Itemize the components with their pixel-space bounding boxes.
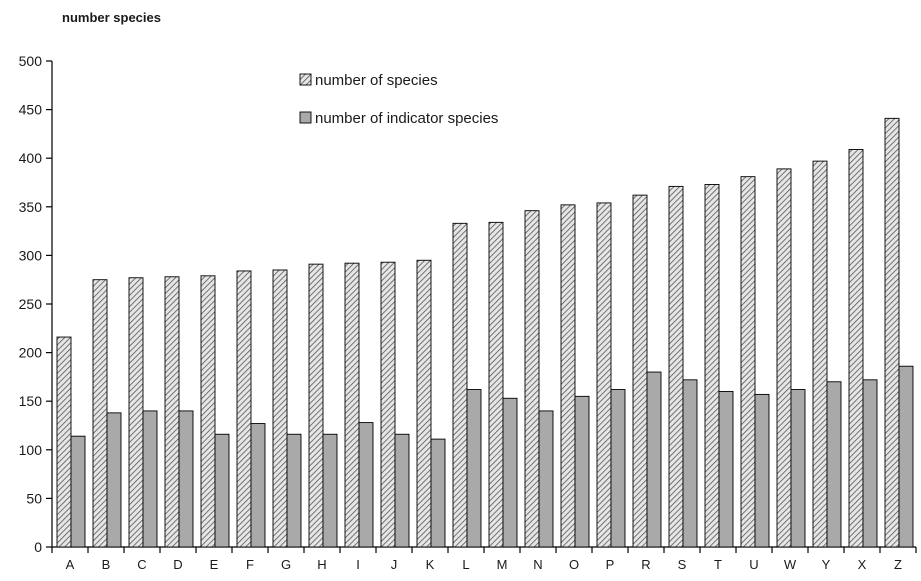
- bar-indicator-species: [502, 397, 518, 548]
- x-tick-label: I: [356, 557, 360, 572]
- bar-species: [524, 210, 540, 548]
- bar-indicator-species: [322, 433, 338, 548]
- bar-species: [632, 194, 648, 548]
- bar-indicator-species: [754, 393, 770, 548]
- bar-species: [380, 261, 396, 548]
- bar-species: [344, 262, 360, 548]
- y-tick-label: 450: [19, 102, 43, 118]
- x-tick-label: K: [426, 557, 435, 572]
- bar-indicator-species: [718, 391, 734, 548]
- x-tick-label: C: [137, 557, 146, 572]
- y-tick-label: 0: [34, 539, 42, 555]
- bar-species: [452, 222, 468, 548]
- bar-species: [200, 275, 216, 548]
- bar-species: [92, 279, 108, 548]
- bar-indicator-species: [106, 412, 122, 548]
- bar-species: [812, 160, 828, 548]
- y-tick-label: 350: [19, 199, 43, 215]
- bar-species: [560, 204, 576, 548]
- bar-species: [272, 269, 288, 548]
- x-tick-label: M: [497, 557, 508, 572]
- x-tick-label: G: [281, 557, 291, 572]
- bar-indicator-species: [466, 389, 482, 548]
- bar-species: [164, 276, 180, 548]
- bar-indicator-species: [178, 410, 194, 548]
- legend-swatch: [299, 73, 312, 86]
- y-tick-label: 250: [19, 296, 43, 312]
- bar-species: [236, 270, 252, 548]
- bar-indicator-species: [790, 389, 806, 548]
- bar-indicator-species: [214, 433, 230, 548]
- legend: number of species number of indicator spe…: [299, 72, 498, 127]
- bar-indicator-species: [250, 423, 266, 548]
- x-tick-label: F: [246, 557, 254, 572]
- y-tick-label: 150: [19, 393, 43, 409]
- x-tick-label: Z: [894, 557, 902, 572]
- bars-group: [56, 117, 914, 548]
- bar-species: [884, 117, 900, 548]
- x-tick-label: A: [66, 557, 75, 572]
- bar-species: [848, 149, 864, 548]
- y-tick-label: 200: [19, 345, 43, 361]
- x-tick-label: X: [858, 557, 867, 572]
- y-axis-title: number species: [62, 10, 161, 25]
- bar-indicator-species: [358, 422, 374, 548]
- y-tick-label: 400: [19, 150, 43, 166]
- legend-item-species: number of species: [299, 72, 438, 89]
- y-tick-label: 300: [19, 247, 43, 263]
- bar-species: [740, 176, 756, 548]
- bar-species: [596, 202, 612, 548]
- x-tick-label: D: [173, 557, 182, 572]
- bar-indicator-species: [682, 379, 698, 548]
- y-tick-label: 50: [26, 490, 42, 506]
- bar-species: [704, 183, 720, 548]
- x-tick-label: E: [210, 557, 219, 572]
- x-tick-label: B: [102, 557, 111, 572]
- x-tick-label: O: [569, 557, 579, 572]
- bar-indicator-species: [70, 435, 86, 548]
- bar-indicator-species: [862, 379, 878, 548]
- x-tick-label: T: [714, 557, 722, 572]
- x-tick-label: N: [533, 557, 542, 572]
- legend-swatch: [299, 111, 312, 124]
- x-tick-label: S: [678, 557, 687, 572]
- bar-indicator-species: [574, 395, 590, 548]
- x-tick-label: W: [784, 557, 797, 572]
- bar-species: [56, 336, 72, 548]
- x-tick-label: J: [391, 557, 398, 572]
- bar-species: [416, 259, 432, 548]
- legend-item-indicator-species: number of indicator species: [299, 110, 498, 127]
- bar-indicator-species: [394, 433, 410, 548]
- x-tick-label: R: [641, 557, 650, 572]
- bar-indicator-species: [646, 371, 662, 548]
- x-tick-label: U: [749, 557, 758, 572]
- bar-indicator-species: [826, 381, 842, 548]
- bar-species: [776, 168, 792, 548]
- bar-indicator-species: [286, 433, 302, 548]
- x-tick-label: L: [462, 557, 469, 572]
- y-axis: 0 50 100 150 200 250 300 350 400 450 500: [19, 53, 53, 555]
- x-tick-label: H: [317, 557, 326, 572]
- bar-species: [668, 185, 684, 548]
- bar-species: [308, 263, 324, 548]
- bar-indicator-species: [538, 410, 554, 548]
- x-tick-label: P: [606, 557, 615, 572]
- legend-label: number of species: [315, 72, 438, 89]
- legend-label: number of indicator species: [315, 110, 498, 127]
- y-tick-label: 500: [19, 53, 43, 69]
- bar-species: [488, 221, 504, 548]
- bar-indicator-species: [430, 438, 446, 548]
- bar-species: [128, 277, 144, 548]
- bar-indicator-species: [610, 389, 626, 548]
- bar-indicator-species: [142, 410, 158, 548]
- x-tick-label: Y: [822, 557, 831, 572]
- bar-indicator-species: [898, 365, 914, 548]
- y-tick-label: 100: [19, 442, 43, 458]
